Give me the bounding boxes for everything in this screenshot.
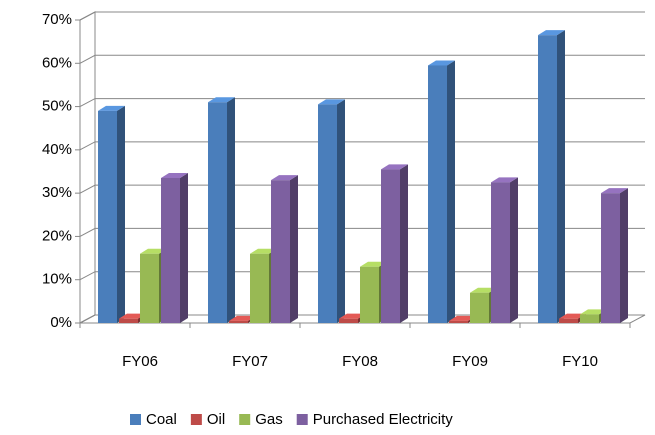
bar-top [318,99,345,105]
legend-swatch [190,414,202,425]
bar-top [229,315,256,321]
bar [491,182,510,323]
bar-top [271,175,298,181]
bar-side [620,188,628,323]
bar [339,318,358,323]
grid-line [79,141,645,151]
grid-line [79,98,645,108]
grid-line [79,54,645,64]
bar-side [290,175,298,323]
y-tick-label: 60% [42,54,72,71]
legend-label: Gas [255,411,283,428]
bar-side [227,97,235,323]
bar [559,318,578,323]
bar [580,314,599,323]
bar [470,292,489,323]
bar-top [470,287,497,293]
bar-top [119,313,146,319]
bar [161,177,180,323]
grid-line [79,184,645,194]
bar [360,266,379,323]
bar-side [447,60,455,323]
legend-swatch [239,414,251,425]
bar [318,104,337,324]
legend-swatch [296,414,308,425]
bar-top [140,248,167,254]
y-tick-label: 0% [50,314,72,331]
y-tick-label: 10% [42,271,72,288]
bar [271,180,290,323]
grid-line [79,227,645,237]
bar-top [339,313,366,319]
bar-top [491,177,518,183]
x-tick-label: FY06 [122,353,158,370]
bar-top [559,313,586,319]
grid-line [79,314,645,324]
bar [381,169,400,323]
legend-swatch [130,414,141,425]
legend-label: Purchased Electricity [313,411,454,428]
bar [601,193,620,323]
back-wall [79,11,96,324]
grid-line [79,11,645,21]
bar [449,320,468,323]
bar-top [381,164,408,170]
bar-top [208,97,235,103]
grid-line [79,271,645,281]
bar-top [250,248,277,254]
bar-top [360,261,387,267]
y-tick-label: 30% [42,184,72,201]
legend-label: Oil [207,411,225,428]
bar-top [428,60,455,66]
bar [428,65,447,323]
bar [250,253,269,323]
y-tick-label: 70% [42,11,72,28]
legend-label: Coal [146,411,177,428]
bar [140,253,159,323]
y-tick-label: 50% [42,98,72,115]
bar-top [580,309,607,315]
bar-top [98,105,125,111]
x-tick-label: FY07 [232,353,268,370]
bar-side [557,30,565,324]
bar-top [601,188,628,194]
bar [229,320,248,323]
y-tick-label: 20% [42,227,72,244]
bar-side [117,105,125,324]
bar-side [180,172,188,323]
bar [119,318,138,323]
x-tick-label: FY10 [562,353,598,370]
x-tick-label: FY09 [452,353,488,370]
bar-side [510,177,518,323]
bar-top [449,315,476,321]
bar-side [337,99,345,324]
bar [98,110,117,324]
x-tick-label: FY08 [342,353,378,370]
bar-side [400,164,408,323]
bar-top [538,30,565,36]
bar-top [161,172,188,178]
bar [208,102,227,323]
bar [538,35,557,324]
y-tick-label: 40% [42,141,72,158]
